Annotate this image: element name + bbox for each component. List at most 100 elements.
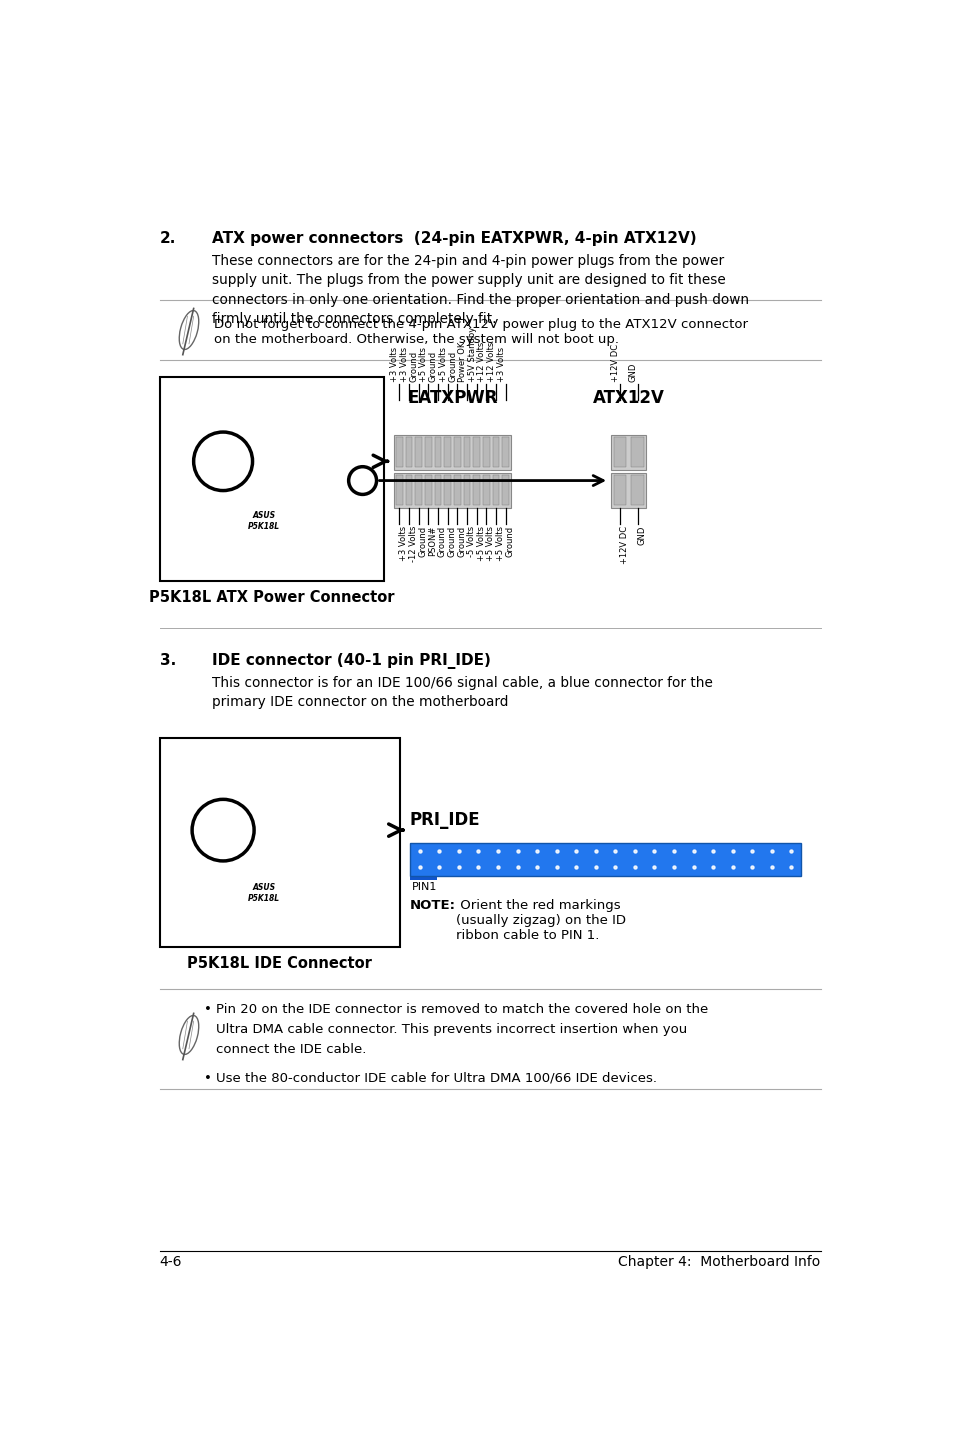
Bar — [435, 437, 441, 467]
Bar — [159, 774, 171, 785]
Bar — [435, 475, 441, 505]
Bar — [193, 456, 253, 469]
Text: These connectors are for the 24-pin and 4-pin power plugs from the power: These connectors are for the 24-pin and … — [212, 255, 723, 267]
Bar — [502, 475, 509, 505]
Bar — [206, 470, 253, 510]
Text: P5K18L: P5K18L — [248, 522, 280, 531]
Text: primary IDE connector on the motherboard: primary IDE connector on the motherboard — [212, 696, 508, 709]
Bar — [241, 512, 246, 539]
Text: Ground: Ground — [409, 351, 418, 383]
Bar — [159, 457, 171, 470]
Text: •: • — [204, 1071, 213, 1084]
Text: +5V Standby: +5V Standby — [467, 326, 476, 383]
Circle shape — [362, 765, 372, 775]
Bar — [159, 535, 176, 567]
Text: P5K18L IDE Connector: P5K18L IDE Connector — [187, 956, 372, 972]
Circle shape — [220, 466, 231, 477]
Text: supply unit. The plugs from the power supply unit are designed to fit these: supply unit. The plugs from the power su… — [212, 273, 725, 288]
Bar — [424, 437, 431, 467]
Bar — [301, 827, 351, 883]
Bar — [424, 475, 431, 505]
Bar — [454, 437, 460, 467]
Bar — [202, 926, 314, 938]
Text: +12 Volts: +12 Volts — [487, 342, 496, 383]
Bar — [202, 912, 314, 923]
Bar — [410, 843, 801, 876]
Text: Ultra DMA cable connector. This prevents incorrect insertion when you: Ultra DMA cable connector. This prevents… — [216, 1022, 687, 1035]
Bar — [482, 437, 489, 467]
Text: Ground: Ground — [456, 526, 466, 557]
Bar — [356, 387, 363, 393]
Circle shape — [362, 406, 372, 414]
Bar — [173, 764, 278, 778]
Bar — [444, 437, 451, 467]
Bar — [159, 377, 384, 581]
Bar — [159, 413, 171, 426]
Bar — [347, 387, 353, 393]
Bar — [444, 475, 451, 505]
Text: Ground: Ground — [429, 351, 437, 383]
Bar — [631, 475, 643, 505]
Text: Power OK: Power OK — [457, 342, 467, 383]
Text: ASUS: ASUS — [253, 510, 275, 519]
Bar — [410, 876, 436, 880]
Text: +5 Volts: +5 Volts — [486, 526, 495, 561]
Text: EATXPWR: EATXPWR — [407, 388, 497, 407]
Text: IDE connector (40-1 pin PRI_IDE): IDE connector (40-1 pin PRI_IDE) — [212, 653, 491, 669]
Bar — [159, 818, 171, 831]
Bar — [159, 473, 171, 485]
Bar — [410, 843, 801, 876]
Bar — [613, 437, 626, 467]
Circle shape — [355, 758, 379, 782]
Bar — [415, 475, 421, 505]
Bar — [173, 745, 278, 759]
Bar — [225, 873, 231, 899]
Text: +3 Volts: +3 Volts — [398, 526, 408, 561]
Text: +3 Volts: +3 Volts — [399, 347, 409, 383]
Text: Chapter 4:  Motherboard Info: Chapter 4: Motherboard Info — [618, 1255, 820, 1270]
Bar — [173, 385, 278, 398]
Bar — [356, 746, 363, 754]
Text: Ground: Ground — [447, 526, 456, 557]
Bar — [405, 475, 412, 505]
Bar — [301, 804, 313, 815]
Bar — [395, 437, 402, 467]
Bar — [184, 462, 212, 483]
Text: +5 Volts: +5 Volts — [418, 347, 428, 383]
Bar — [611, 473, 645, 508]
Bar — [611, 436, 645, 470]
Text: connect the IDE cable.: connect the IDE cable. — [216, 1043, 366, 1055]
Text: -12 Volts: -12 Volts — [409, 526, 417, 562]
Bar — [159, 833, 171, 846]
Bar — [159, 788, 171, 801]
Bar — [159, 896, 176, 926]
Text: ATX12V: ATX12V — [592, 388, 664, 407]
Bar — [173, 404, 278, 417]
Bar — [159, 804, 171, 815]
Text: GND: GND — [628, 362, 637, 383]
Bar — [297, 453, 347, 508]
Text: Pin 20 on the IDE connector is removed to match the covered hole on the: Pin 20 on the IDE connector is removed t… — [216, 1002, 708, 1015]
Text: +3 Volts: +3 Volts — [390, 347, 398, 383]
Bar — [297, 430, 309, 440]
Text: +12V DC: +12V DC — [619, 526, 628, 564]
Bar — [347, 746, 353, 754]
Text: 2.: 2. — [159, 232, 175, 246]
Bar — [233, 512, 238, 539]
Text: Do not forget to connect the 4-pin ATX12V power plug to the ATX12V connector
on : Do not forget to connect the 4-pin ATX12… — [213, 318, 747, 345]
Bar — [339, 804, 351, 815]
Bar — [341, 765, 376, 788]
Bar — [285, 440, 359, 521]
Text: Ground: Ground — [505, 526, 515, 557]
Bar — [225, 512, 231, 539]
Bar — [394, 473, 510, 508]
Bar — [159, 838, 176, 880]
Text: +12V DC: +12V DC — [611, 344, 619, 383]
Bar — [395, 475, 402, 505]
Text: NOTE:: NOTE: — [410, 899, 456, 912]
Bar — [337, 387, 344, 393]
Text: PRI_IDE: PRI_IDE — [410, 811, 480, 828]
Bar — [482, 475, 489, 505]
Text: ATX power connectors  (24-pin EATXPWR, 4-pin ATX12V): ATX power connectors (24-pin EATXPWR, 4-… — [212, 232, 696, 246]
Bar — [341, 404, 376, 427]
